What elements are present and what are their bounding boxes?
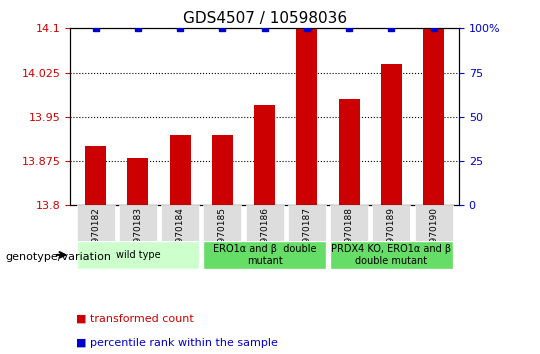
Text: GSM970189: GSM970189 xyxy=(387,207,396,262)
FancyBboxPatch shape xyxy=(204,205,241,241)
Bar xyxy=(254,105,275,205)
Bar xyxy=(170,135,191,205)
FancyBboxPatch shape xyxy=(330,241,453,269)
FancyBboxPatch shape xyxy=(330,205,368,241)
Text: ■ transformed count: ■ transformed count xyxy=(76,314,193,324)
Text: GSM970183: GSM970183 xyxy=(133,207,143,262)
Bar xyxy=(381,64,402,205)
Text: genotype/variation: genotype/variation xyxy=(5,252,111,262)
Bar xyxy=(85,146,106,205)
Text: ■ percentile rank within the sample: ■ percentile rank within the sample xyxy=(76,338,278,348)
FancyBboxPatch shape xyxy=(373,205,410,241)
Text: GSM970186: GSM970186 xyxy=(260,207,269,262)
Bar xyxy=(339,99,360,205)
FancyBboxPatch shape xyxy=(415,205,453,241)
Text: GSM970182: GSM970182 xyxy=(91,207,100,262)
FancyBboxPatch shape xyxy=(246,205,284,241)
FancyBboxPatch shape xyxy=(119,205,157,241)
Text: GSM970184: GSM970184 xyxy=(176,207,185,262)
FancyBboxPatch shape xyxy=(161,205,199,241)
FancyBboxPatch shape xyxy=(288,205,326,241)
Text: GSM970190: GSM970190 xyxy=(429,207,438,262)
Title: GDS4507 / 10598036: GDS4507 / 10598036 xyxy=(183,11,347,26)
Text: ERO1α and β  double
mutant: ERO1α and β double mutant xyxy=(213,244,316,266)
FancyBboxPatch shape xyxy=(77,241,199,269)
Bar xyxy=(212,135,233,205)
FancyBboxPatch shape xyxy=(77,205,114,241)
Text: PRDX4 KO, ERO1α and β
double mutant: PRDX4 KO, ERO1α and β double mutant xyxy=(332,244,451,266)
Bar xyxy=(127,158,149,205)
Text: GSM970188: GSM970188 xyxy=(345,207,354,262)
Text: wild type: wild type xyxy=(116,250,160,260)
Bar xyxy=(296,28,318,205)
Text: GSM970187: GSM970187 xyxy=(302,207,312,262)
Text: GSM970185: GSM970185 xyxy=(218,207,227,262)
Bar xyxy=(423,28,444,205)
FancyBboxPatch shape xyxy=(204,241,326,269)
